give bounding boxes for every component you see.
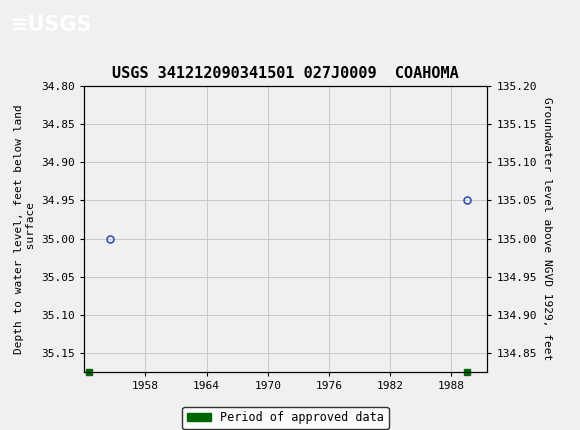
Y-axis label: Depth to water level, feet below land
 surface: Depth to water level, feet below land su… [14,104,36,354]
Title: USGS 341212090341501 027J0009  COAHOMA: USGS 341212090341501 027J0009 COAHOMA [113,66,459,81]
Text: ≡USGS: ≡USGS [10,15,92,35]
Legend: Period of approved data: Period of approved data [183,406,389,429]
Y-axis label: Groundwater level above NGVD 1929, feet: Groundwater level above NGVD 1929, feet [542,97,552,361]
